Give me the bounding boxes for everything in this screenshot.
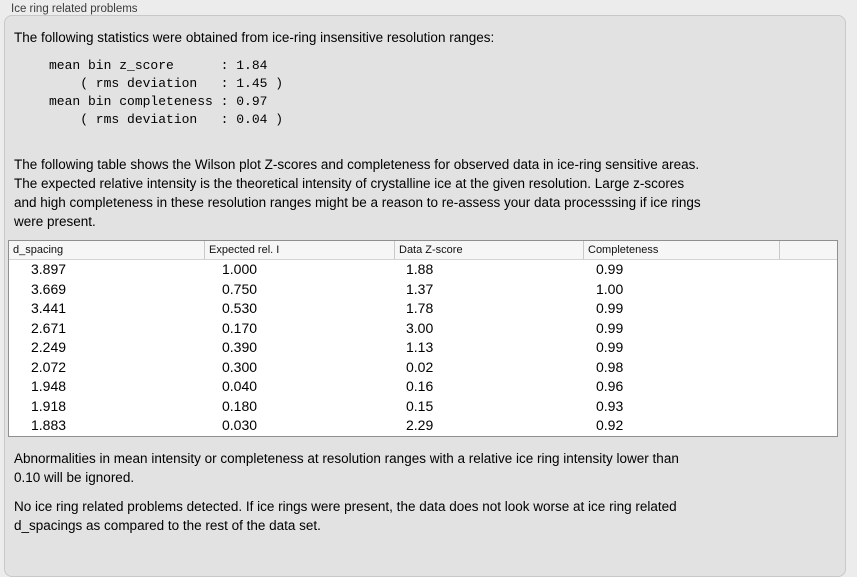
- ice-ring-table: d_spacing Expected rel. I Data Z-score C…: [8, 240, 838, 437]
- table-row[interactable]: 3.669 0.750 1.37 1.00: [9, 280, 837, 300]
- description-line: The following table shows the Wilson plo…: [14, 157, 700, 172]
- cell-d-spacing: 2.249: [31, 339, 67, 356]
- cell-completeness: 0.92: [596, 417, 624, 434]
- cell-expected-rel-i: 0.750: [222, 280, 258, 297]
- cell-d-spacing: 2.671: [31, 319, 67, 336]
- cell-completeness: 0.99: [596, 261, 624, 277]
- table-row[interactable]: 1.948 0.040 0.16 0.96: [9, 377, 837, 397]
- cell-data-z-score: 0.15: [406, 397, 434, 414]
- column-header-expected-rel-i[interactable]: Expected rel. I: [205, 241, 395, 259]
- cell-expected-rel-i: 0.530: [222, 300, 258, 317]
- cell-empty: [780, 280, 837, 300]
- cell-completeness: 1.00: [596, 280, 624, 297]
- description-line: The expected relative intensity is the t…: [14, 176, 685, 191]
- description-line: were present.: [14, 214, 96, 229]
- cell-data-z-score: 1.13: [406, 339, 434, 356]
- table-row[interactable]: 3.897 1.000 1.88 0.99: [9, 260, 837, 280]
- cell-expected-rel-i: 0.180: [222, 397, 258, 414]
- cell-expected-rel-i: 0.390: [222, 339, 258, 356]
- cell-empty: [780, 416, 837, 436]
- table-row[interactable]: 2.249 0.390 1.13 0.99: [9, 338, 837, 358]
- cell-empty: [780, 397, 837, 417]
- column-header-data-z-score[interactable]: Data Z-score: [395, 241, 584, 259]
- panel-groupbox: The following statistics were obtained f…: [4, 15, 846, 577]
- table-header-row: d_spacing Expected rel. I Data Z-score C…: [9, 241, 837, 260]
- ice-ring-panel-screen: { "panel": { "title": "Ice ring related …: [4, 3, 846, 577]
- conclusion-text: No ice ring related problems detected. I…: [14, 497, 677, 535]
- cell-data-z-score: 2.29: [406, 417, 434, 434]
- cell-d-spacing: 1.883: [31, 417, 67, 434]
- table-row[interactable]: 3.441 0.530 1.78 0.99: [9, 299, 837, 319]
- cell-d-spacing: 1.948: [31, 378, 67, 395]
- cell-empty: [780, 260, 837, 280]
- cell-expected-rel-i: 0.170: [222, 319, 258, 336]
- conclusion-line: d_spacings as compared to the rest of th…: [14, 518, 321, 533]
- cell-completeness: 0.98: [596, 358, 624, 375]
- table-row[interactable]: 1.883 0.030 2.29 0.92: [9, 416, 837, 436]
- cell-expected-rel-i: 0.300: [222, 358, 258, 375]
- intro-text: The following statistics were obtained f…: [14, 30, 495, 45]
- cell-completeness: 0.99: [596, 319, 624, 336]
- conclusion-line: No ice ring related problems detected. I…: [14, 499, 677, 514]
- table-row[interactable]: 1.918 0.180 0.15 0.93: [9, 397, 837, 417]
- statistics-block: mean bin z_score : 1.84 ( rms deviation …: [49, 58, 284, 127]
- cell-expected-rel-i: 0.030: [222, 417, 258, 434]
- column-header-d-spacing[interactable]: d_spacing: [9, 241, 205, 259]
- cell-d-spacing: 3.669: [31, 280, 67, 297]
- table-body: 3.897 1.000 1.88 0.99 3.669 0.750 1.37 1…: [9, 260, 837, 436]
- description-line: and high completeness in these resolutio…: [14, 195, 701, 210]
- cell-empty: [780, 319, 837, 339]
- table-row[interactable]: 2.671 0.170 3.00 0.99: [9, 319, 837, 339]
- column-header-empty: [780, 241, 837, 259]
- cell-data-z-score: 0.02: [406, 358, 434, 375]
- cell-completeness: 0.93: [596, 397, 624, 414]
- cell-empty: [780, 338, 837, 358]
- cell-expected-rel-i: 1.000: [222, 261, 258, 277]
- cell-data-z-score: 3.00: [406, 319, 434, 336]
- cell-d-spacing: 3.897: [31, 261, 67, 277]
- cell-d-spacing: 3.441: [31, 300, 67, 317]
- cell-completeness: 0.96: [596, 378, 624, 395]
- cell-completeness: 0.99: [596, 339, 624, 356]
- cell-data-z-score: 1.88: [406, 261, 434, 277]
- cell-completeness: 0.99: [596, 300, 624, 317]
- panel-title: Ice ring related problems: [11, 3, 138, 15]
- cell-data-z-score: 1.78: [406, 300, 434, 317]
- ignore-note-line: 0.10 will be ignored.: [14, 470, 135, 485]
- cell-d-spacing: 1.918: [31, 397, 67, 414]
- cell-expected-rel-i: 0.040: [222, 378, 258, 395]
- column-header-completeness[interactable]: Completeness: [584, 241, 780, 259]
- ignore-note: Abnormalities in mean intensity or compl…: [14, 449, 679, 487]
- cell-empty: [780, 358, 837, 378]
- table-row[interactable]: 2.072 0.300 0.02 0.98: [9, 358, 837, 378]
- cell-empty: [780, 299, 837, 319]
- cell-d-spacing: 2.072: [31, 358, 67, 375]
- ignore-note-line: Abnormalities in mean intensity or compl…: [14, 451, 679, 466]
- cell-data-z-score: 1.37: [406, 280, 434, 297]
- cell-data-z-score: 0.16: [406, 378, 434, 395]
- table-description: The following table shows the Wilson plo…: [14, 155, 701, 231]
- cell-empty: [780, 377, 837, 397]
